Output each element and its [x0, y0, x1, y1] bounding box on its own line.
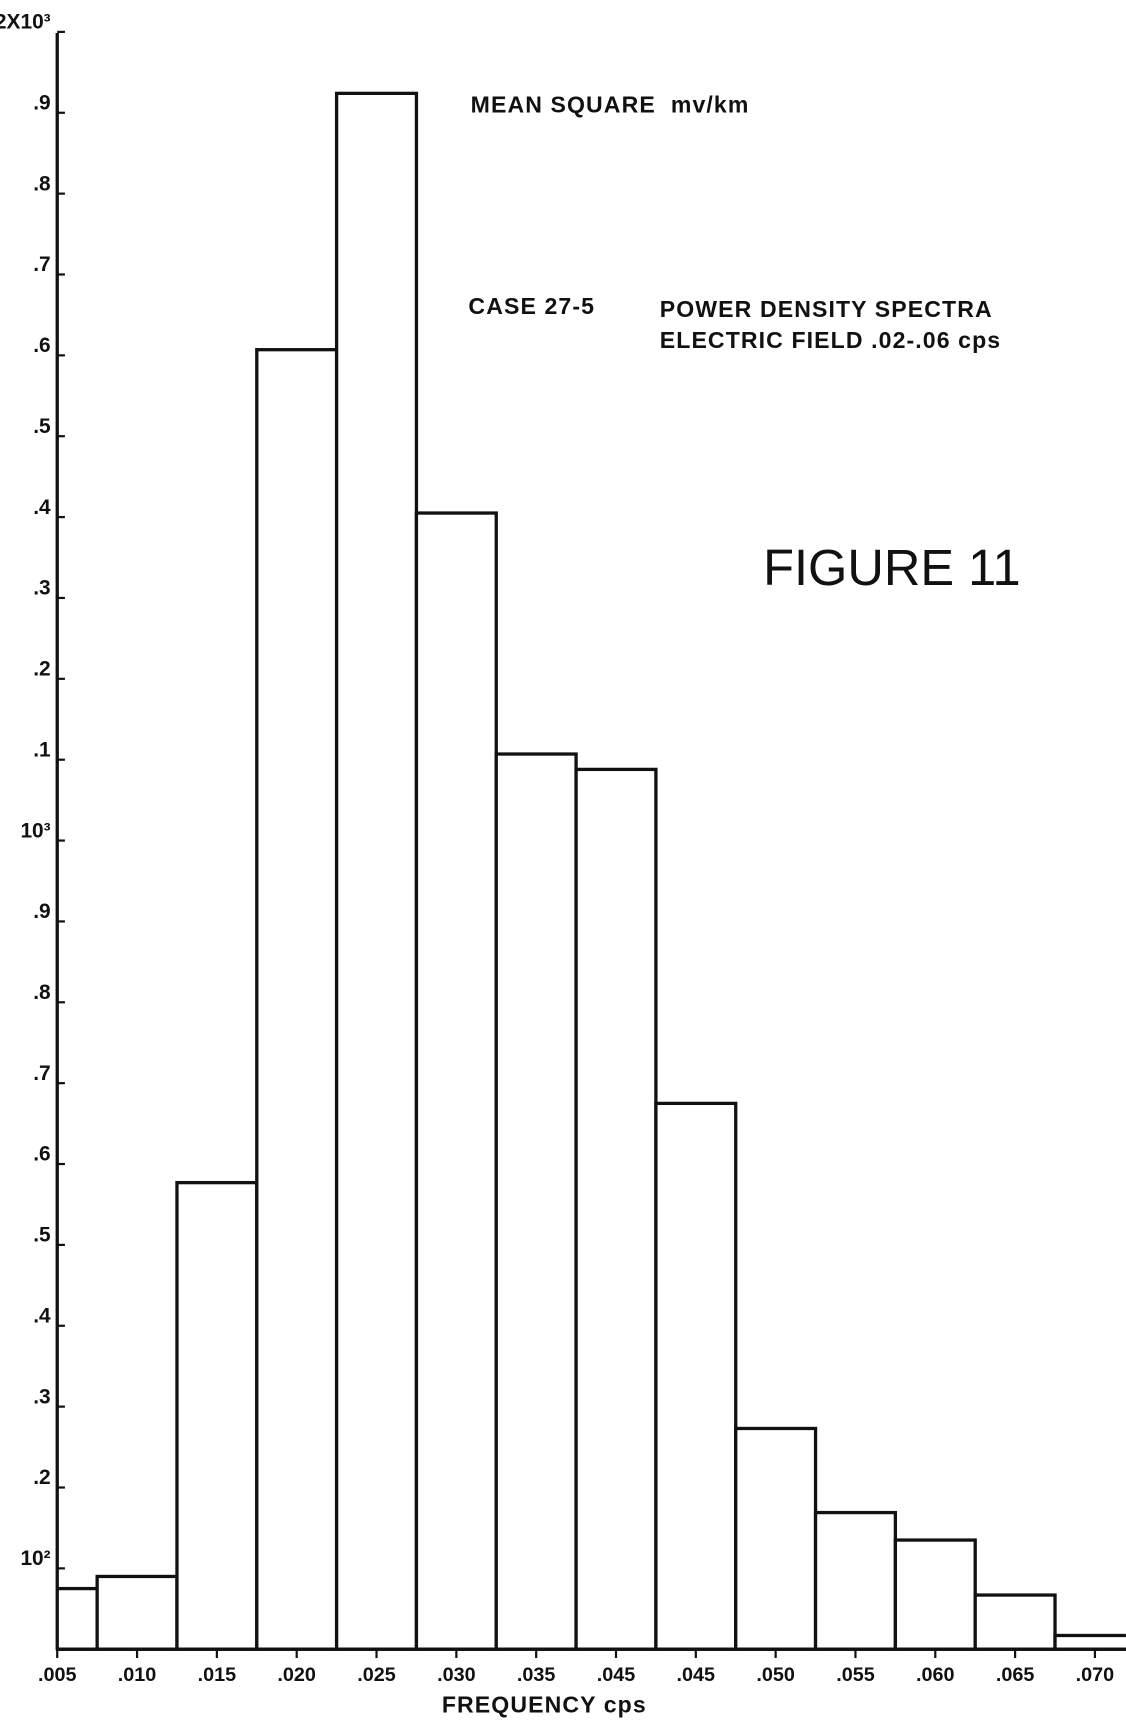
x-tick-label: .030 [437, 1664, 476, 1686]
y-tick-label: .7 [33, 1062, 50, 1085]
bar [334, 91, 419, 1651]
bar [973, 1593, 1057, 1651]
bar [1053, 1633, 1126, 1651]
bar [414, 511, 498, 1651]
y-tick-label: .5 [33, 415, 51, 438]
y-tick-label: .2 [33, 1466, 50, 1489]
y-tick-label: .3 [33, 577, 50, 600]
y-tick-label: .5 [33, 1224, 51, 1247]
x-tick-label: .055 [836, 1664, 875, 1686]
x-tick-label: .065 [996, 1664, 1035, 1686]
bar [494, 752, 578, 1651]
x-tick-label: .045 [677, 1664, 716, 1686]
bar [255, 348, 339, 1651]
bar [734, 1426, 818, 1651]
bars [57, 91, 1126, 1651]
bar [175, 1180, 259, 1651]
bar [893, 1538, 977, 1651]
bar [574, 767, 658, 1651]
y-tick-label: 10² [20, 1547, 50, 1570]
annotation: CASE 27-5 [468, 293, 595, 319]
y-tick-label: .9 [33, 91, 50, 114]
annotation: MEAN SQUARE mv/km [471, 92, 750, 118]
x-tick-label: .045 [597, 1664, 636, 1686]
y-tick-label: .8 [33, 981, 50, 1004]
x-axis-label: FREQUENCY cps [442, 1692, 647, 1718]
x-tick-label: .005 [38, 1664, 77, 1686]
y-tick-label: 10³ [20, 819, 50, 842]
y-tick-label: .4 [33, 496, 51, 519]
y-tick-label: .1 [33, 738, 51, 761]
bar [95, 1574, 179, 1651]
y-tick-label: .2 [33, 658, 50, 681]
x-tick-label: .015 [198, 1664, 237, 1686]
annotation: ELECTRIC FIELD .02-.06 cps [660, 327, 1002, 353]
bar [654, 1101, 738, 1651]
x-tick-label: .060 [916, 1664, 955, 1686]
x-tick-label: .025 [357, 1664, 396, 1686]
y-tick-label: 2X10³ [0, 11, 51, 34]
y-tick-label: .3 [33, 1385, 50, 1408]
y-tick-label: .7 [33, 253, 50, 276]
annotation: POWER DENSITY SPECTRA [660, 296, 993, 322]
y-tick-label: .8 [33, 172, 50, 195]
y-tick-label: .4 [33, 1304, 51, 1327]
y-tick-label: .6 [33, 1143, 50, 1166]
chart-title: FIGURE 11 [763, 539, 1021, 596]
x-tick-label: .010 [118, 1664, 157, 1686]
x-tick-label: .070 [1076, 1664, 1115, 1686]
bar [813, 1510, 898, 1651]
y-tick-label: .6 [33, 334, 50, 357]
x-tick-label: .020 [277, 1664, 316, 1686]
x-tick-label: .050 [756, 1664, 795, 1686]
y-tick-label: .9 [33, 900, 50, 923]
x-tick-label: .035 [517, 1664, 556, 1686]
